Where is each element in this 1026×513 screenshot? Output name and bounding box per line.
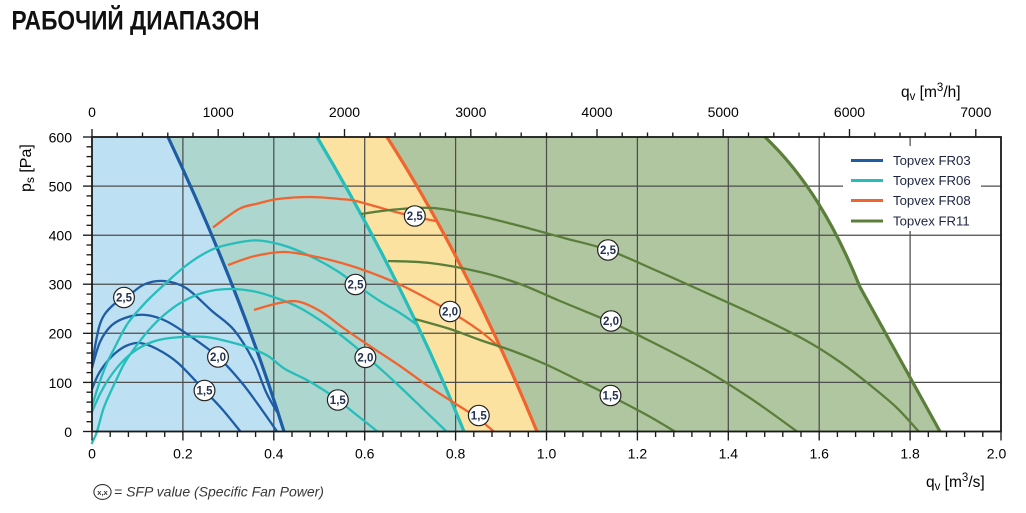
svg-text:0: 0 bbox=[88, 104, 96, 120]
svg-text:200: 200 bbox=[49, 326, 73, 342]
svg-text:4000: 4000 bbox=[581, 104, 612, 120]
svg-text:2,5: 2,5 bbox=[348, 279, 365, 291]
svg-text:0.6: 0.6 bbox=[355, 445, 375, 461]
svg-text:2.0: 2.0 bbox=[987, 445, 1007, 461]
svg-text:0.4: 0.4 bbox=[264, 445, 284, 461]
svg-text:1,5: 1,5 bbox=[330, 395, 347, 407]
svg-text:1,5: 1,5 bbox=[471, 410, 488, 422]
svg-text:= SFP value (Specific Fan Powe: = SFP value (Specific Fan Power) bbox=[114, 484, 324, 500]
svg-text:5000: 5000 bbox=[708, 104, 739, 120]
svg-text:1.4: 1.4 bbox=[719, 445, 739, 461]
svg-text:1,5: 1,5 bbox=[197, 385, 214, 397]
svg-text:x,x: x,x bbox=[97, 488, 108, 497]
svg-text:600: 600 bbox=[49, 129, 73, 145]
svg-text:ps [Pa]: ps [Pa] bbox=[18, 144, 37, 192]
svg-text:500: 500 bbox=[49, 179, 73, 195]
svg-text:Topvex FR08: Topvex FR08 bbox=[893, 193, 971, 208]
svg-text:3000: 3000 bbox=[455, 104, 486, 120]
svg-text:1.6: 1.6 bbox=[809, 445, 829, 461]
svg-text:300: 300 bbox=[49, 277, 73, 293]
svg-text:2,5: 2,5 bbox=[116, 292, 133, 304]
svg-text:100: 100 bbox=[49, 375, 73, 391]
svg-text:qv [m3/h]: qv [m3/h] bbox=[901, 82, 961, 103]
svg-text:2,0: 2,0 bbox=[357, 352, 373, 364]
svg-text:1.0: 1.0 bbox=[537, 445, 557, 461]
svg-text:Topvex FR06: Topvex FR06 bbox=[893, 173, 971, 188]
svg-text:Topvex FR11: Topvex FR11 bbox=[893, 214, 970, 229]
svg-text:6000: 6000 bbox=[834, 104, 865, 120]
svg-text:2,0: 2,0 bbox=[442, 306, 458, 318]
svg-text:РАБОЧИЙ ДИАПАЗОН: РАБОЧИЙ ДИАПАЗОН bbox=[12, 4, 260, 35]
svg-text:qv [m3/s]: qv [m3/s] bbox=[926, 472, 985, 493]
svg-text:1.8: 1.8 bbox=[900, 445, 920, 461]
svg-text:1,5: 1,5 bbox=[603, 390, 620, 402]
svg-text:0.2: 0.2 bbox=[173, 445, 193, 461]
svg-text:2000: 2000 bbox=[329, 104, 360, 120]
svg-text:2,5: 2,5 bbox=[600, 245, 617, 257]
svg-text:0.8: 0.8 bbox=[446, 445, 466, 461]
svg-text:2,0: 2,0 bbox=[210, 352, 226, 364]
svg-text:0: 0 bbox=[64, 424, 72, 440]
svg-text:2,0: 2,0 bbox=[603, 316, 619, 328]
svg-text:Topvex FR03: Topvex FR03 bbox=[893, 153, 971, 168]
svg-text:2,5: 2,5 bbox=[407, 211, 424, 223]
svg-text:1.2: 1.2 bbox=[628, 445, 648, 461]
svg-text:0: 0 bbox=[88, 445, 96, 461]
svg-text:7000: 7000 bbox=[960, 104, 991, 120]
svg-text:400: 400 bbox=[49, 228, 73, 244]
svg-text:1000: 1000 bbox=[203, 104, 234, 120]
